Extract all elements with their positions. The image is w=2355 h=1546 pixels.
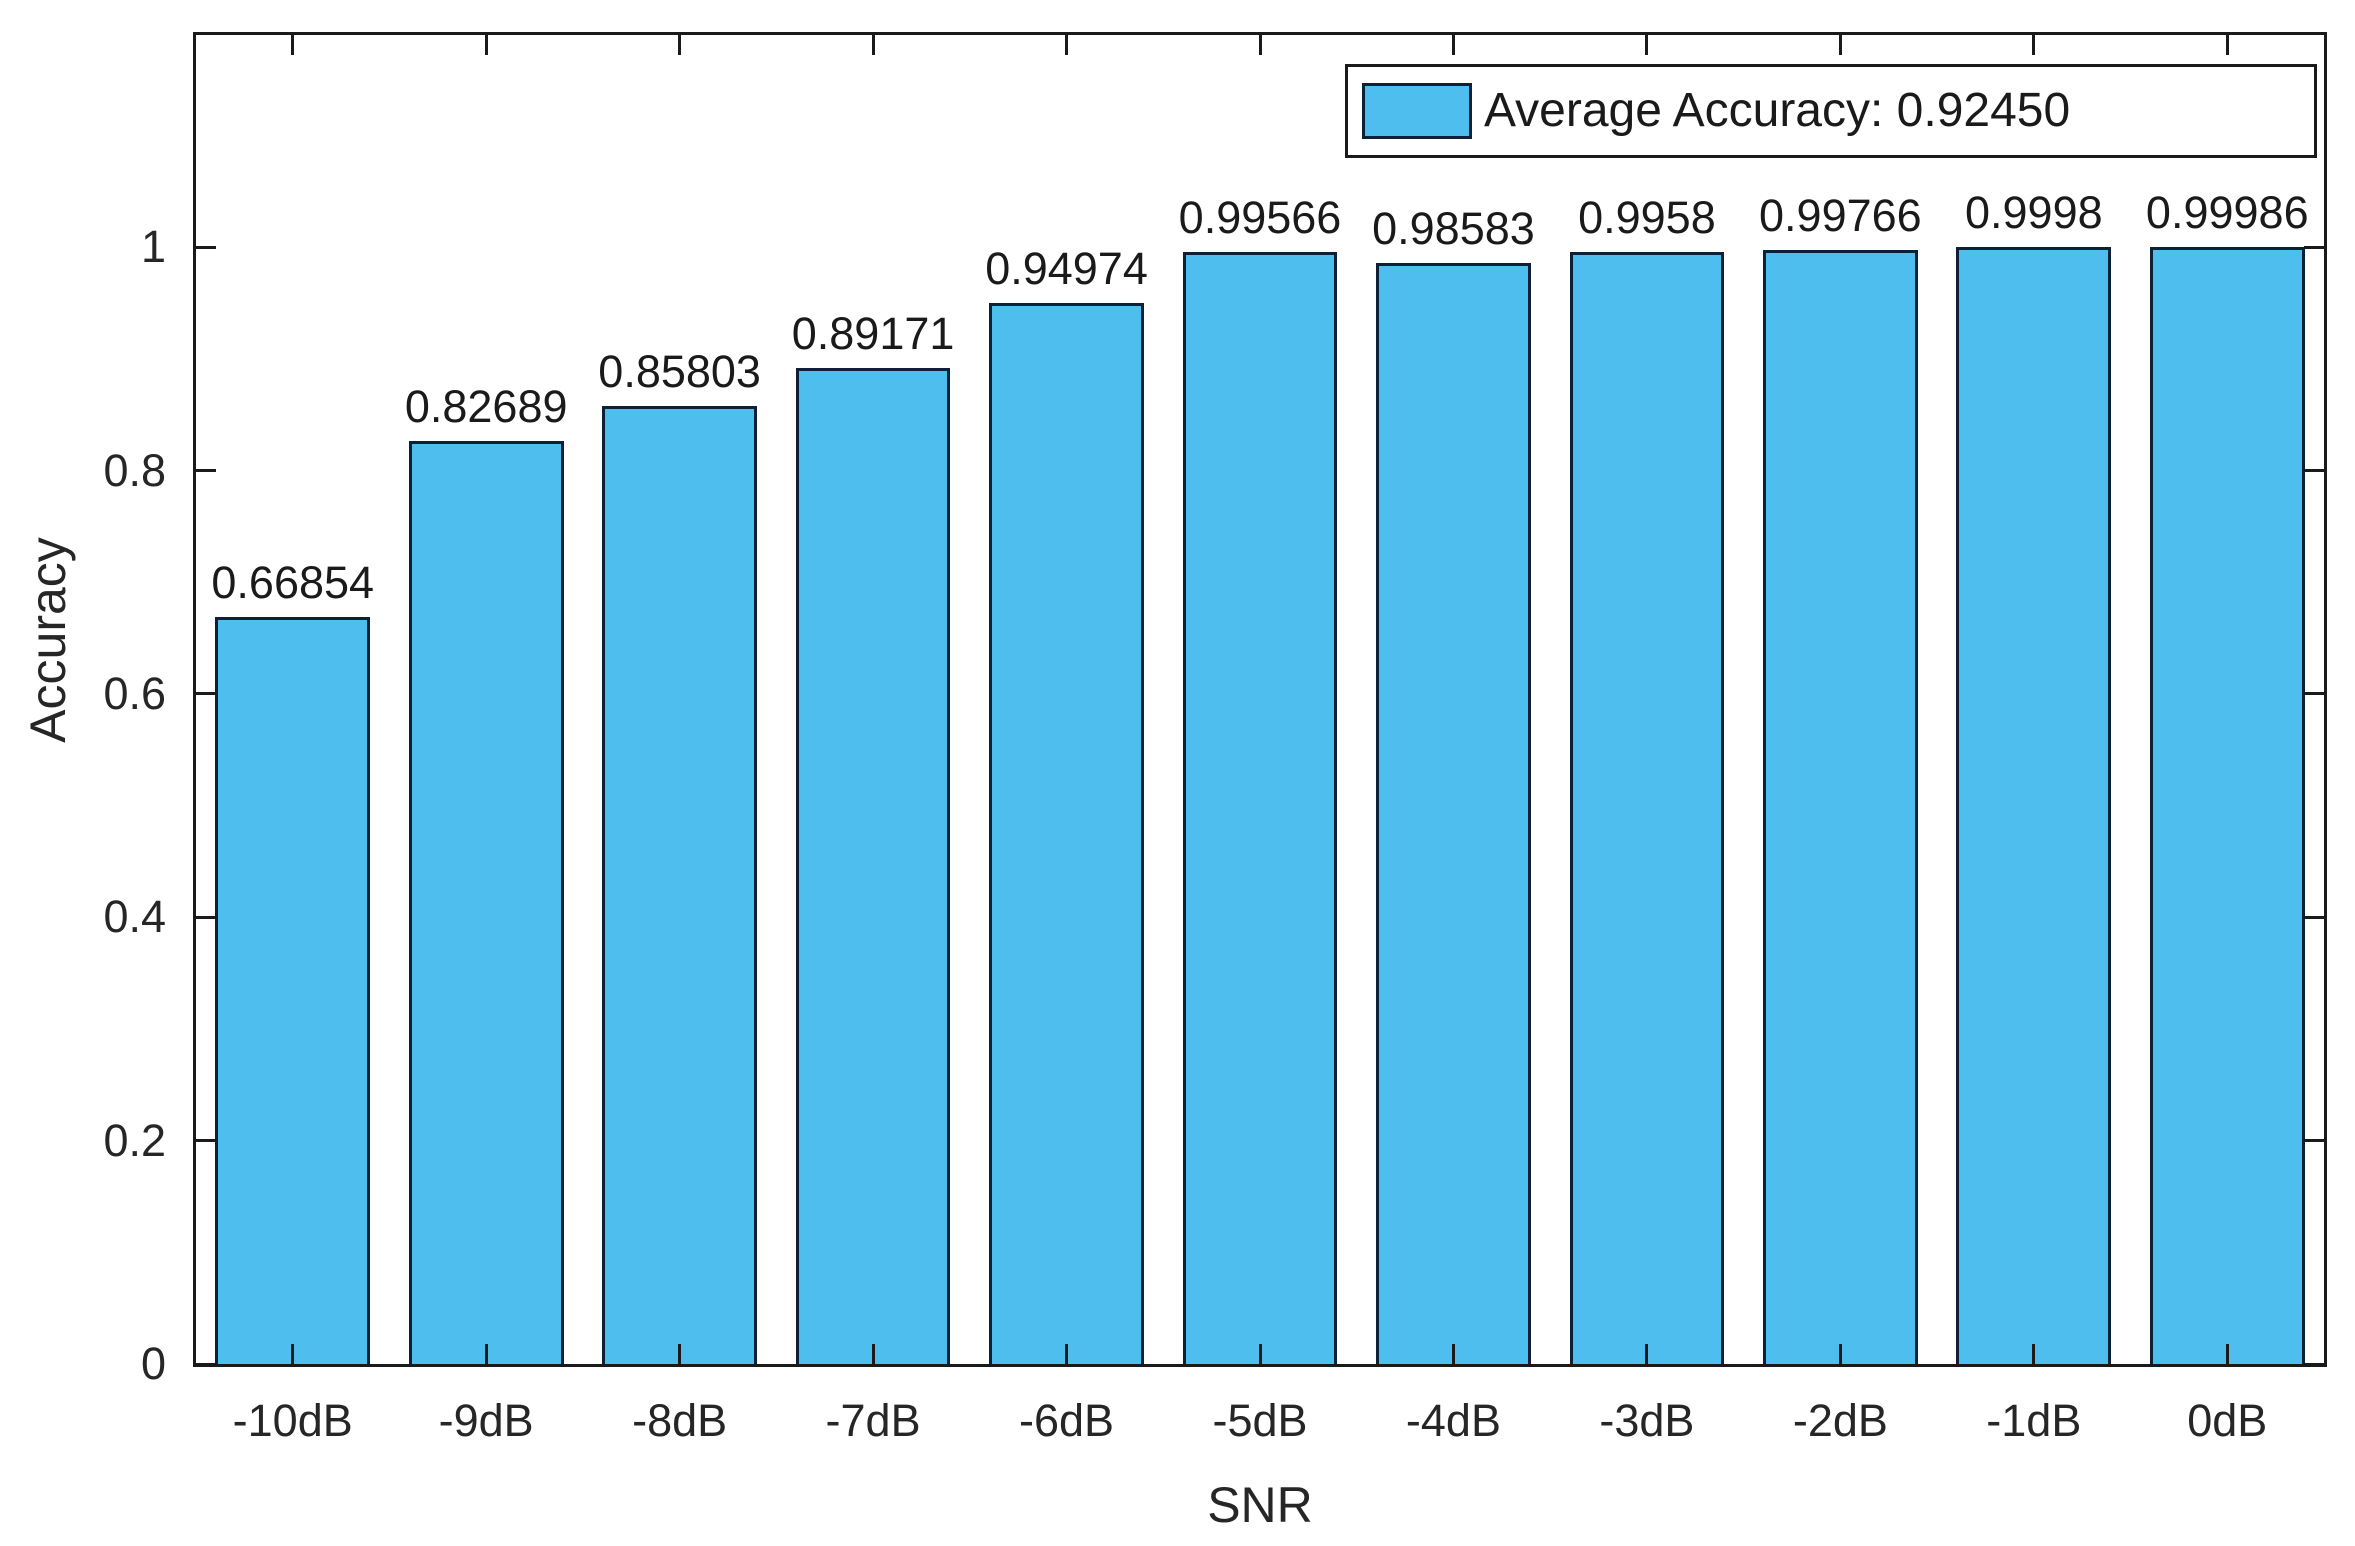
x-tick-top — [678, 35, 682, 55]
bar-value-label: 0.99766 — [1759, 189, 1922, 241]
x-tick-bottom — [1258, 1344, 1262, 1364]
x-tick-label: -9dB — [438, 1395, 534, 1446]
y-tick-left — [196, 1139, 216, 1143]
y-tick-right — [2304, 245, 2324, 249]
y-tick-label: 0.2 — [103, 1114, 166, 1166]
x-tick-top — [1258, 35, 1262, 55]
y-tick-label: 0.4 — [103, 891, 166, 943]
y-tick-left — [196, 915, 216, 919]
x-tick-bottom — [1065, 1344, 1069, 1364]
plot-area: 0.66854 0.82689 0.85803 0.89171 0.94974 0.995… — [193, 32, 2327, 1367]
bar--2dB — [1762, 249, 1918, 1364]
x-tick-label: -7dB — [825, 1395, 921, 1446]
bar-value-label: 0.82689 — [404, 380, 568, 432]
x-tick-top — [1838, 35, 1842, 55]
x-tick-label: -6dB — [1019, 1395, 1115, 1446]
bar-0dB — [2149, 247, 2305, 1364]
y-tick-left — [196, 469, 216, 473]
y-tick-label: 0.6 — [103, 667, 166, 719]
bar--6dB — [989, 303, 1144, 1364]
x-tick-bottom — [291, 1344, 295, 1364]
y-tick-left — [196, 692, 216, 696]
x-tick-label: -3dB — [1599, 1395, 1695, 1446]
x-tick-bottom — [678, 1344, 682, 1364]
x-tick-label: -8dB — [632, 1395, 728, 1446]
x-tick-label: -10dB — [232, 1395, 353, 1446]
legend-label: Average Accuracy: 0.92450 — [1484, 84, 2071, 137]
x-tick-bottom — [1451, 1344, 1455, 1364]
bar-value-label: 0.99986 — [2145, 187, 2309, 239]
x-tick-label: 0dB — [2187, 1395, 2268, 1446]
x-tick-top — [871, 35, 875, 55]
x-tick-label: -4dB — [1405, 1395, 1501, 1446]
bar--7dB — [795, 368, 951, 1364]
bar--8dB — [602, 405, 757, 1364]
x-tick-label: -1dB — [1986, 1395, 2082, 1446]
y-tick-label: 1 — [140, 221, 166, 273]
x-tick-top — [291, 35, 295, 55]
x-axis-label: SNR — [1207, 1477, 1313, 1533]
y-tick-label: 0.8 — [103, 444, 166, 496]
bar--9dB — [408, 440, 564, 1364]
bar--4dB — [1376, 263, 1531, 1364]
bar-value-label: 0.94974 — [985, 243, 1148, 295]
bar-value-label: 0.9958 — [1578, 191, 1716, 243]
y-tick-label: 0 — [140, 1338, 166, 1389]
x-tick-bottom — [2032, 1344, 2036, 1364]
x-tick-top — [2032, 35, 2036, 55]
x-tick-top — [484, 35, 488, 55]
x-tick-label: -5dB — [1212, 1395, 1308, 1446]
x-tick-bottom — [1838, 1344, 1842, 1364]
y-tick-left — [196, 245, 216, 249]
bar--5dB — [1182, 252, 1338, 1364]
x-tick-top — [1451, 35, 1455, 55]
x-tick-bottom — [2225, 1344, 2229, 1364]
x-tick-label: -2dB — [1792, 1395, 1888, 1446]
bar-value-label: 0.99566 — [1178, 192, 1342, 244]
y-tick-right — [2304, 469, 2324, 473]
x-tick-bottom — [871, 1344, 875, 1364]
legend-color-swatch — [1362, 83, 1472, 139]
bar-value-label: 0.66854 — [211, 557, 375, 609]
y-tick-right — [2304, 915, 2324, 919]
x-tick-top — [1065, 35, 1069, 55]
x-tick-top — [2225, 35, 2229, 55]
bar--10dB — [215, 617, 371, 1364]
bar-value-label: 0.98583 — [1372, 203, 1535, 255]
y-tick-right — [2304, 1362, 2324, 1366]
y-tick-right — [2304, 1139, 2324, 1143]
bar-value-label: 0.9998 — [1964, 187, 2103, 239]
y-tick-right — [2304, 692, 2324, 696]
x-tick-bottom — [1645, 1344, 1649, 1364]
bar--1dB — [1956, 247, 2112, 1364]
bar-value-label: 0.85803 — [598, 345, 761, 397]
bar-value-label: 0.89171 — [791, 308, 955, 360]
x-tick-bottom — [484, 1344, 488, 1364]
x-tick-top — [1645, 35, 1649, 55]
bar--3dB — [1569, 251, 1725, 1364]
y-tick-left — [196, 1362, 216, 1366]
legend: Average Accuracy: 0.92450 — [1345, 64, 2317, 158]
